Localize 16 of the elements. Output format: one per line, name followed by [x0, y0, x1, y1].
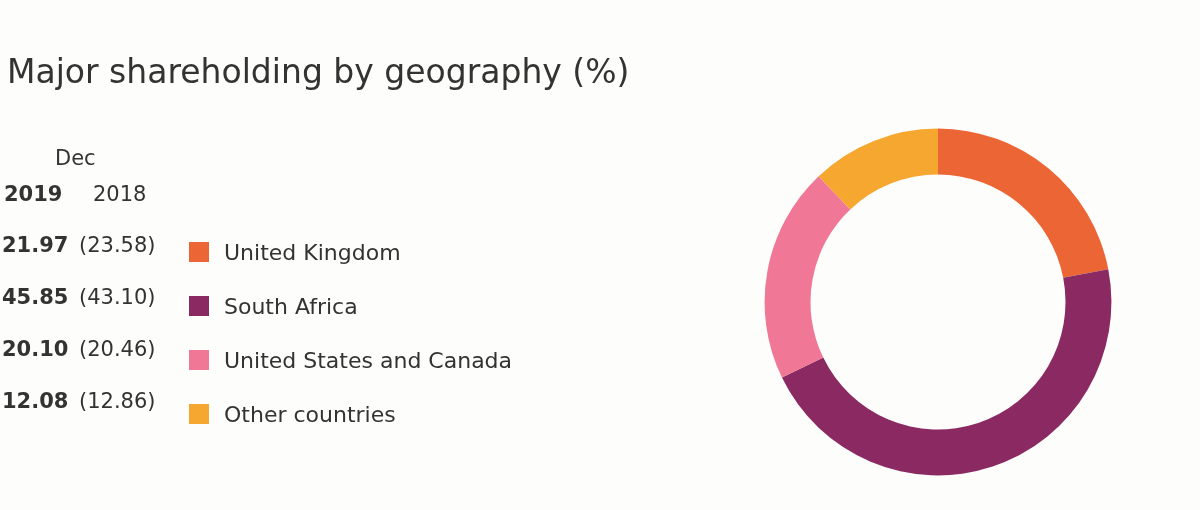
text: (43.10)	[79, 284, 156, 309]
text: Dec	[55, 145, 96, 170]
chart-title: Major shareholding by geography (%)	[7, 52, 630, 91]
legend-label: United States and Canada	[224, 347, 513, 373]
text: 2019	[4, 181, 63, 206]
text: (12.86)	[79, 388, 156, 413]
legend-label: United Kingdom	[224, 239, 401, 265]
text: (20.46)	[79, 336, 156, 361]
text: 2018	[93, 181, 147, 206]
legend-label: Other countries	[224, 401, 396, 427]
data-label: 45.85	[2, 284, 69, 309]
data-label: 20.10	[2, 336, 69, 361]
legend-label: South Africa	[224, 293, 358, 319]
text: (23.58)	[79, 232, 156, 257]
data-label: 21.97	[2, 232, 69, 257]
data-label: 12.08	[2, 388, 69, 413]
